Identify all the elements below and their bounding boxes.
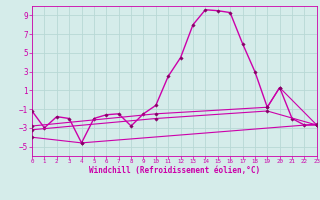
X-axis label: Windchill (Refroidissement éolien,°C): Windchill (Refroidissement éolien,°C) [89,166,260,175]
